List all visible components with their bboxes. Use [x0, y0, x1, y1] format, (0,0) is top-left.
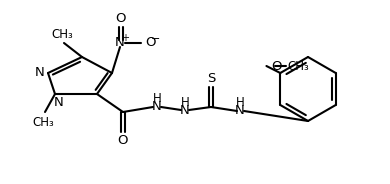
Text: N: N: [115, 36, 125, 49]
Text: S: S: [207, 72, 215, 84]
Text: CH₃: CH₃: [51, 27, 73, 40]
Text: H: H: [236, 96, 245, 109]
Text: N: N: [35, 66, 45, 79]
Text: CH₃: CH₃: [287, 59, 309, 72]
Text: O: O: [145, 36, 155, 49]
Text: H: H: [181, 95, 190, 109]
Text: O: O: [118, 135, 128, 148]
Text: −: −: [151, 34, 161, 44]
Text: N: N: [54, 96, 64, 109]
Text: CH₃: CH₃: [32, 116, 54, 128]
Text: +: +: [121, 33, 129, 43]
Text: N: N: [180, 103, 190, 116]
Text: N: N: [152, 100, 162, 114]
Text: H: H: [152, 93, 161, 105]
Text: N: N: [235, 105, 245, 118]
Text: O: O: [271, 59, 282, 72]
Text: O: O: [115, 13, 125, 26]
